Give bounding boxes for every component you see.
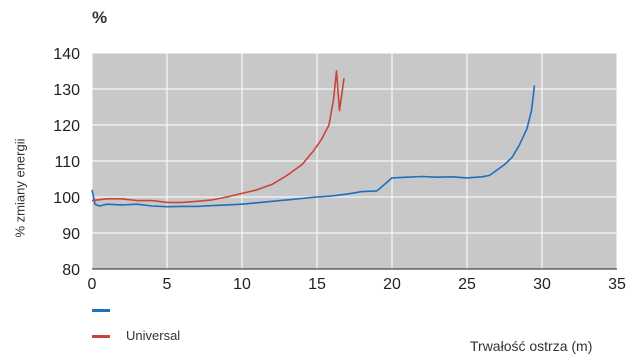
x-tick-label: 30 (533, 276, 551, 293)
y-tick-label: 110 (54, 154, 80, 171)
x-tick-label: 15 (308, 276, 326, 293)
x-tick-label: 25 (458, 276, 476, 293)
y-tick-label: 140 (53, 46, 80, 63)
x-axis-label: Trwałość ostrza (m) (470, 338, 593, 354)
x-tick-label: 10 (233, 276, 251, 293)
y-tick-label: 90 (62, 226, 80, 243)
series-line-universal (91, 70, 345, 204)
x-axis-ticks: 0 5 10 15 20 25 30 35 (88, 276, 626, 293)
legend-swatch-blue (92, 309, 110, 312)
y-tick-label: 130 (53, 82, 80, 99)
x-tick-label: 0 (88, 276, 97, 293)
y-axis-label: % zmiany energii (12, 138, 28, 238)
y-unit-label: % (92, 8, 108, 27)
y-tick-label: 120 (53, 118, 80, 135)
x-tick-label: 20 (383, 276, 401, 293)
legend-label-universal: Universal (126, 328, 181, 343)
x-tick-label: 5 (163, 276, 172, 293)
y-tick-label: 100 (53, 190, 80, 207)
y-tick-label: 80 (62, 262, 80, 279)
series-line-blue (91, 85, 536, 208)
y-axis-ticks: 80 90 100 110 120 130 140 (53, 46, 80, 279)
series-lines (91, 70, 536, 208)
legend-swatch-universal (92, 335, 110, 338)
x-tick-label: 35 (608, 276, 626, 293)
